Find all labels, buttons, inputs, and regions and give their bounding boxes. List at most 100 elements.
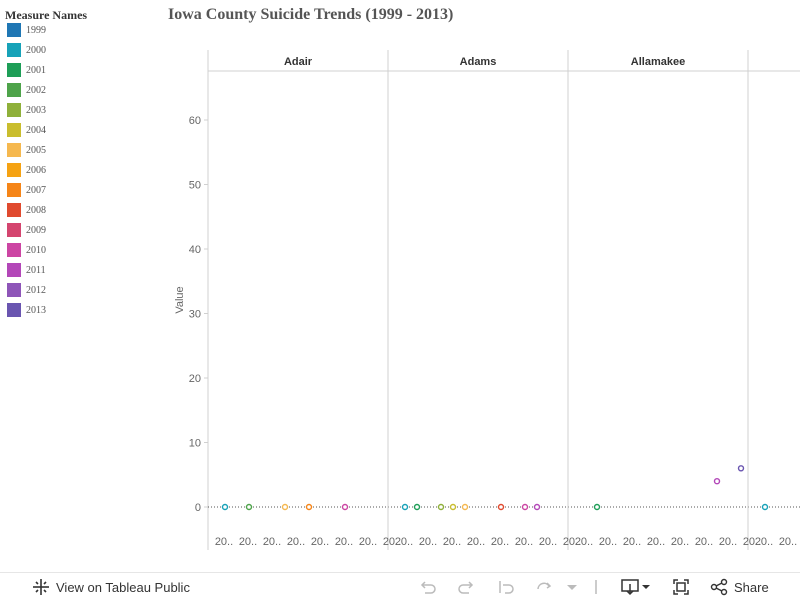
legend-item[interactable]: 1999 bbox=[7, 22, 46, 38]
legend-swatch bbox=[7, 123, 21, 137]
x-tick-label: 20.. bbox=[491, 536, 509, 548]
refresh-icon[interactable] bbox=[535, 578, 553, 596]
legend-label: 2006 bbox=[26, 164, 46, 176]
tableau-toolbar: View on Tableau Public bbox=[0, 572, 800, 601]
legend-label: 2010 bbox=[26, 244, 46, 256]
legend-title: Measure Names bbox=[5, 8, 88, 22]
legend-swatch bbox=[7, 163, 21, 177]
download-icon[interactable] bbox=[620, 578, 652, 596]
legend-label: 2002 bbox=[26, 84, 46, 96]
legend-swatch bbox=[7, 183, 21, 197]
revert-icon[interactable] bbox=[497, 578, 515, 596]
data-point bbox=[737, 465, 745, 472]
undo-icon[interactable] bbox=[419, 578, 437, 596]
legend-swatch bbox=[7, 223, 21, 237]
x-tick-label: 20.. bbox=[359, 536, 377, 548]
fullscreen-icon[interactable] bbox=[672, 578, 690, 596]
x-tick-label: 20.. bbox=[383, 536, 401, 548]
legend-label: 2012 bbox=[26, 284, 46, 296]
data-point bbox=[281, 503, 289, 511]
data-point bbox=[305, 503, 313, 511]
x-tick-label: 20.. bbox=[755, 536, 773, 548]
x-tick-label: 20.. bbox=[287, 536, 305, 548]
panel-header-label: Adair bbox=[284, 56, 313, 68]
x-tick-label: 20.. bbox=[575, 536, 593, 548]
y-tick-label: 20 bbox=[189, 373, 201, 385]
legend-item[interactable]: 2001 bbox=[7, 62, 46, 78]
legend-swatch bbox=[7, 263, 21, 277]
tableau-logo-icon bbox=[33, 579, 49, 595]
legend-swatch bbox=[7, 43, 21, 57]
data-point bbox=[533, 503, 541, 511]
toolbar-divider bbox=[595, 580, 597, 594]
data-point bbox=[713, 478, 721, 485]
legend-label: 2011 bbox=[26, 264, 46, 276]
x-tick-label: 20.. bbox=[563, 536, 581, 548]
x-tick-label: 20.. bbox=[779, 536, 797, 548]
x-tick-label: 20.. bbox=[743, 536, 761, 548]
x-tick-label: 20.. bbox=[467, 536, 485, 548]
data-point bbox=[437, 503, 445, 511]
legend-swatch bbox=[7, 103, 21, 117]
legend-label: 2007 bbox=[26, 184, 46, 196]
data-point bbox=[221, 503, 229, 511]
x-tick-label: 20.. bbox=[443, 536, 461, 548]
y-axis-title: Value bbox=[174, 286, 186, 313]
legend-item[interactable]: 2005 bbox=[7, 142, 46, 158]
legend-item[interactable]: 2013 bbox=[7, 302, 46, 318]
data-point bbox=[245, 503, 253, 511]
x-tick-label: 20.. bbox=[647, 536, 665, 548]
legend-item[interactable]: 2012 bbox=[7, 282, 46, 298]
x-tick-label: 20.. bbox=[539, 536, 557, 548]
x-tick-label: 20.. bbox=[311, 536, 329, 548]
data-point bbox=[401, 503, 409, 511]
legend-item[interactable]: 2003 bbox=[7, 102, 46, 118]
panel-header-label: Allamakee bbox=[631, 56, 685, 68]
x-tick-label: 20.. bbox=[335, 536, 353, 548]
legend-item[interactable]: 2008 bbox=[7, 202, 46, 218]
legend-item[interactable]: 2002 bbox=[7, 82, 46, 98]
legend-item[interactable]: 2011 bbox=[7, 262, 46, 278]
x-tick-label: 20.. bbox=[695, 536, 713, 548]
legend-swatch bbox=[7, 283, 21, 297]
legend-item[interactable]: 2004 bbox=[7, 122, 46, 138]
legend-label: 1999 bbox=[26, 24, 46, 36]
legend-swatch bbox=[7, 203, 21, 217]
x-tick-label: 20.. bbox=[263, 536, 281, 548]
redo-icon[interactable] bbox=[457, 578, 475, 596]
data-point bbox=[449, 503, 457, 511]
x-tick-label: 20.. bbox=[623, 536, 641, 548]
y-tick-label: 0 bbox=[195, 502, 201, 514]
legend-item[interactable]: 2000 bbox=[7, 42, 46, 58]
data-point bbox=[341, 503, 349, 511]
x-tick-label: 20.. bbox=[719, 536, 737, 548]
legend-label: 2000 bbox=[26, 44, 46, 56]
legend-swatch bbox=[7, 303, 21, 317]
legend-swatch bbox=[7, 23, 21, 37]
share-button[interactable]: Share bbox=[710, 578, 769, 596]
share-icon bbox=[710, 578, 728, 596]
x-tick-label: 20.. bbox=[239, 536, 257, 548]
legend-item[interactable]: 2010 bbox=[7, 242, 46, 258]
legend-item[interactable]: 2007 bbox=[7, 182, 46, 198]
legend-item[interactable]: 2006 bbox=[7, 162, 46, 178]
legend-item[interactable]: 2009 bbox=[7, 222, 46, 238]
data-point bbox=[521, 503, 529, 511]
view-on-tableau-link[interactable]: View on Tableau Public bbox=[32, 578, 190, 596]
view-on-tableau-label: View on Tableau Public bbox=[56, 579, 190, 595]
legend-label: 2008 bbox=[26, 204, 46, 216]
share-label: Share bbox=[734, 579, 769, 595]
x-tick-label: 20.. bbox=[395, 536, 413, 548]
x-tick-label: 20.. bbox=[419, 536, 437, 548]
x-tick-label: 20.. bbox=[599, 536, 617, 548]
data-point bbox=[497, 503, 505, 511]
legend-label: 2004 bbox=[26, 124, 46, 136]
panel-header-label: Adams bbox=[460, 56, 497, 68]
data-point bbox=[761, 503, 769, 511]
y-tick-label: 30 bbox=[189, 309, 201, 321]
chevron-down-icon[interactable] bbox=[563, 578, 581, 596]
y-tick-label: 40 bbox=[189, 244, 201, 256]
y-tick-label: 60 bbox=[189, 115, 201, 127]
legend-label: 2013 bbox=[26, 304, 46, 316]
legend-swatch bbox=[7, 83, 21, 97]
